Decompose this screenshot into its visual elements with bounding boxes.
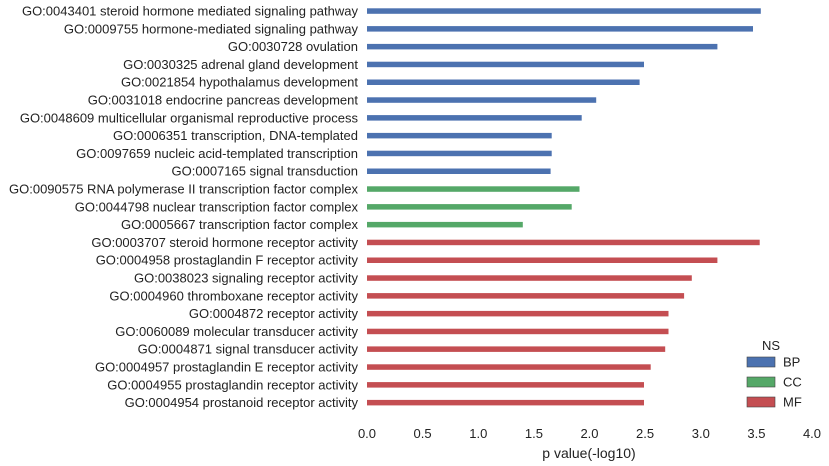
bar — [367, 97, 597, 103]
y-tick-label: GO:0009755 hormone-mediated signaling pa… — [64, 21, 359, 36]
y-tick-label: GO:0060089 molecular transducer activity — [115, 324, 358, 339]
bar — [367, 310, 669, 317]
y-tick-labels: GO:0043401 steroid hormone mediated sign… — [9, 4, 358, 411]
y-tick-label: GO:0090575 RNA polymerase II transcripti… — [9, 182, 358, 197]
y-tick-label: GO:0004954 prostanoid receptor activity — [125, 395, 359, 410]
bar — [367, 328, 669, 335]
bar — [367, 115, 582, 121]
x-tick-label: 0.0 — [358, 426, 376, 441]
legend: NS BP CC MF — [746, 338, 802, 410]
y-tick-label: GO:0006351 transcription, DNA-templated — [113, 128, 358, 143]
bar — [367, 61, 644, 68]
y-tick-label: GO:0004872 receptor activity — [189, 306, 359, 321]
bar — [367, 132, 552, 139]
y-tick-label: GO:0043401 steroid hormone mediated sign… — [22, 4, 359, 19]
bar — [367, 150, 552, 157]
y-tick-label: GO:0021854 hypothalamus development — [121, 75, 358, 90]
y-tick-label: GO:0038023 signaling receptor activity — [134, 271, 359, 286]
x-tick-label: 0.5 — [414, 426, 432, 441]
bar — [367, 221, 523, 228]
bar — [367, 79, 640, 85]
x-tick-label: 1.0 — [469, 426, 487, 441]
bar — [367, 43, 718, 50]
legend-label: MF — [783, 395, 802, 410]
x-tick-label: 1.5 — [525, 426, 543, 441]
bar — [367, 239, 760, 246]
x-tick-labels: 0.0 0.5 1.0 1.5 2.0 2.5 3.0 3.5 4.0 — [358, 426, 821, 441]
x-tick-label: 3.5 — [747, 426, 765, 441]
bar — [367, 275, 692, 281]
legend-swatch — [746, 356, 776, 368]
y-tick-label: GO:0030325 adrenal gland development — [123, 57, 358, 72]
bar — [367, 257, 718, 263]
legend-label: BP — [783, 355, 800, 370]
bar — [367, 382, 644, 388]
y-tick-label: GO:0048609 multicellular organismal repr… — [20, 110, 359, 125]
y-tick-label: GO:0005667 transcription factor complex — [121, 217, 359, 232]
y-tick-label: GO:0004958 prostaglandin F receptor acti… — [96, 253, 359, 268]
legend-title: NS — [762, 338, 780, 353]
bar — [367, 293, 685, 299]
bar — [367, 399, 644, 406]
bars-layer — [367, 8, 761, 406]
x-tick-label: 3.0 — [692, 426, 710, 441]
y-tick-label: GO:0030728 ovulation — [228, 39, 358, 54]
y-tick-label: GO:0007165 signal transduction — [172, 164, 358, 179]
y-tick-label: GO:0003707 steroid hormone receptor acti… — [91, 235, 358, 250]
y-tick-label: GO:0004960 thromboxane receptor activity — [109, 288, 358, 303]
legend-label: CC — [783, 375, 802, 390]
y-tick-label: GO:0004957 prostaglandin E receptor acti… — [95, 360, 359, 375]
y-tick-label: GO:0004871 signal transducer activity — [138, 342, 359, 357]
bar — [367, 204, 572, 210]
y-tick-label: GO:0044798 nuclear transcription factor … — [75, 199, 359, 214]
x-axis-label: p value(-log10) — [542, 445, 635, 461]
x-tick-label: 2.0 — [580, 426, 598, 441]
bar — [367, 346, 666, 352]
x-tick-label: 4.0 — [803, 426, 821, 441]
legend-swatch — [746, 376, 776, 388]
x-tick-label: 2.5 — [636, 426, 654, 441]
bar — [367, 364, 651, 370]
legend-swatch — [746, 396, 776, 408]
y-tick-label: GO:0004955 prostaglandin receptor activi… — [107, 377, 358, 392]
y-tick-label: GO:0097659 nucleic acid-templated transc… — [76, 146, 358, 161]
legend-entries: BP CC MF — [746, 355, 802, 410]
bar — [367, 168, 551, 174]
bar — [367, 26, 753, 32]
bar — [367, 8, 761, 14]
y-tick-label: GO:0031018 endocrine pancreas developmen… — [88, 93, 359, 108]
bar — [367, 186, 580, 192]
